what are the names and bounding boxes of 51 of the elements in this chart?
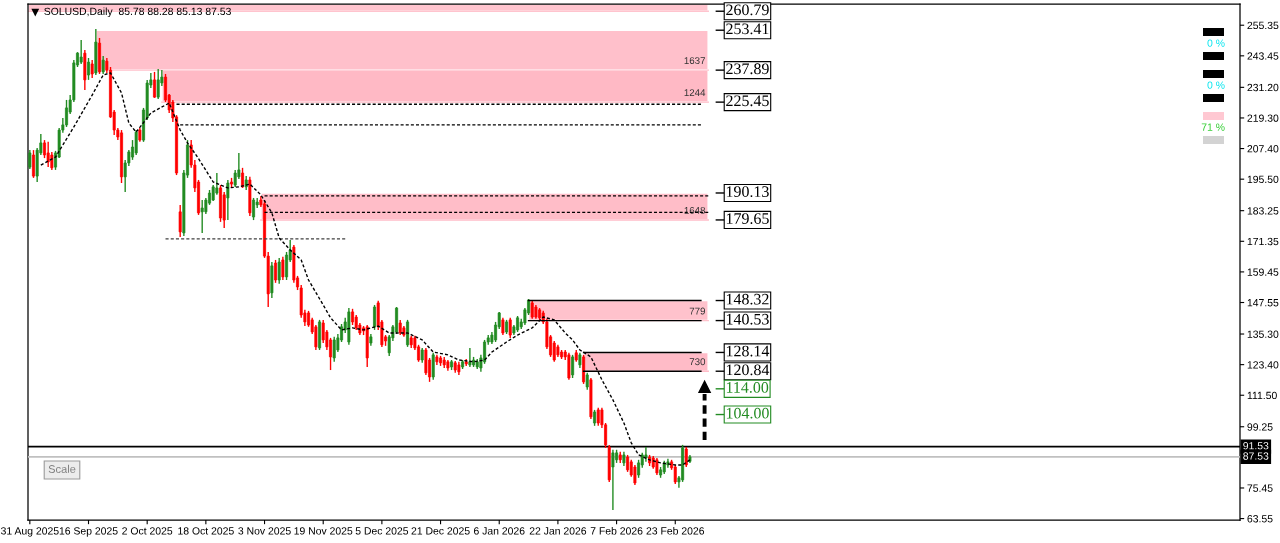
ref-line-label: 104.00	[726, 407, 769, 419]
y-tick-label: 219.30	[1247, 114, 1279, 122]
y-tick-label: 231.20	[1247, 83, 1279, 92]
y-tick-label: 243.45	[1247, 52, 1279, 60]
annotation: 71 %	[1201, 123, 1225, 131]
chart-title: SOLUSD,Daily 85.78 88.28 85.13 87.53	[44, 7, 231, 18]
y-tick-label: 111.50	[1247, 391, 1277, 400]
x-tick-label: 23 Feb 2026	[646, 526, 705, 535]
ref-line-label: 260.79	[726, 4, 769, 16]
x-tick-label: 2 Oct 2025	[122, 527, 173, 535]
y-tick-label: 63.55	[1247, 515, 1273, 523]
ref-line-label: 148.32	[726, 293, 769, 305]
ref-line-label: 253.41	[726, 23, 769, 35]
ref-line-label: 120.84	[726, 364, 770, 376]
ref-line-label: 225.45	[726, 95, 769, 107]
ref-line-label: 128.14	[726, 345, 770, 357]
x-tick-label: 7 Feb 2026	[590, 526, 643, 535]
ref-line-label: 140.53	[726, 313, 769, 325]
x-tick-label: 3 Nov 2025	[238, 527, 291, 535]
y-tick-label: 123.40	[1247, 361, 1279, 369]
x-tick-label: 6 Jan 2026	[473, 527, 525, 535]
x-tick-label: 22 Jan 2026	[529, 527, 587, 535]
y-tick-label: 99.25	[1247, 423, 1273, 431]
x-tick-label: 31 Aug 2025	[0, 527, 59, 537]
ref-line-label: 179.65	[726, 213, 769, 225]
y-tick-label: 183.25	[1247, 207, 1279, 215]
ref-line-label: 87.53	[1243, 452, 1269, 460]
y-tick-label: 135.30	[1247, 330, 1279, 338]
y-tick-label: 255.35	[1247, 21, 1279, 30]
x-tick-label: 19 Nov 2025	[294, 527, 353, 535]
series-label: 779	[689, 307, 706, 315]
ref-line-label: 237.89	[726, 63, 769, 75]
series-label: 730	[689, 358, 706, 366]
x-tick-label: 21 Dec 2025	[411, 527, 470, 535]
x-tick-label: 5 Dec 2025	[355, 527, 409, 535]
annotation: Scale	[48, 464, 76, 473]
ref-line-label: 114.00	[726, 382, 769, 393]
y-tick-label: 147.55	[1247, 299, 1279, 307]
y-tick-label: 159.45	[1247, 268, 1279, 276]
y-tick-label: 75.45	[1247, 484, 1273, 492]
y-tick-label: 207.40	[1247, 145, 1279, 153]
series-label: 1637	[684, 57, 705, 65]
ref-line-label: 190.13	[726, 186, 769, 198]
y-tick-label: 195.50	[1247, 175, 1279, 184]
annotation: 0 %	[1207, 39, 1225, 47]
series-label: 1244	[684, 89, 706, 96]
annotation: 0 %	[1207, 81, 1225, 89]
y-tick-label: 171.35	[1247, 237, 1279, 246]
x-tick-label: 16 Sep 2025	[59, 527, 118, 537]
x-tick-label: 18 Oct 2025	[178, 527, 234, 535]
ref-line-label: 91.53	[1243, 442, 1269, 450]
